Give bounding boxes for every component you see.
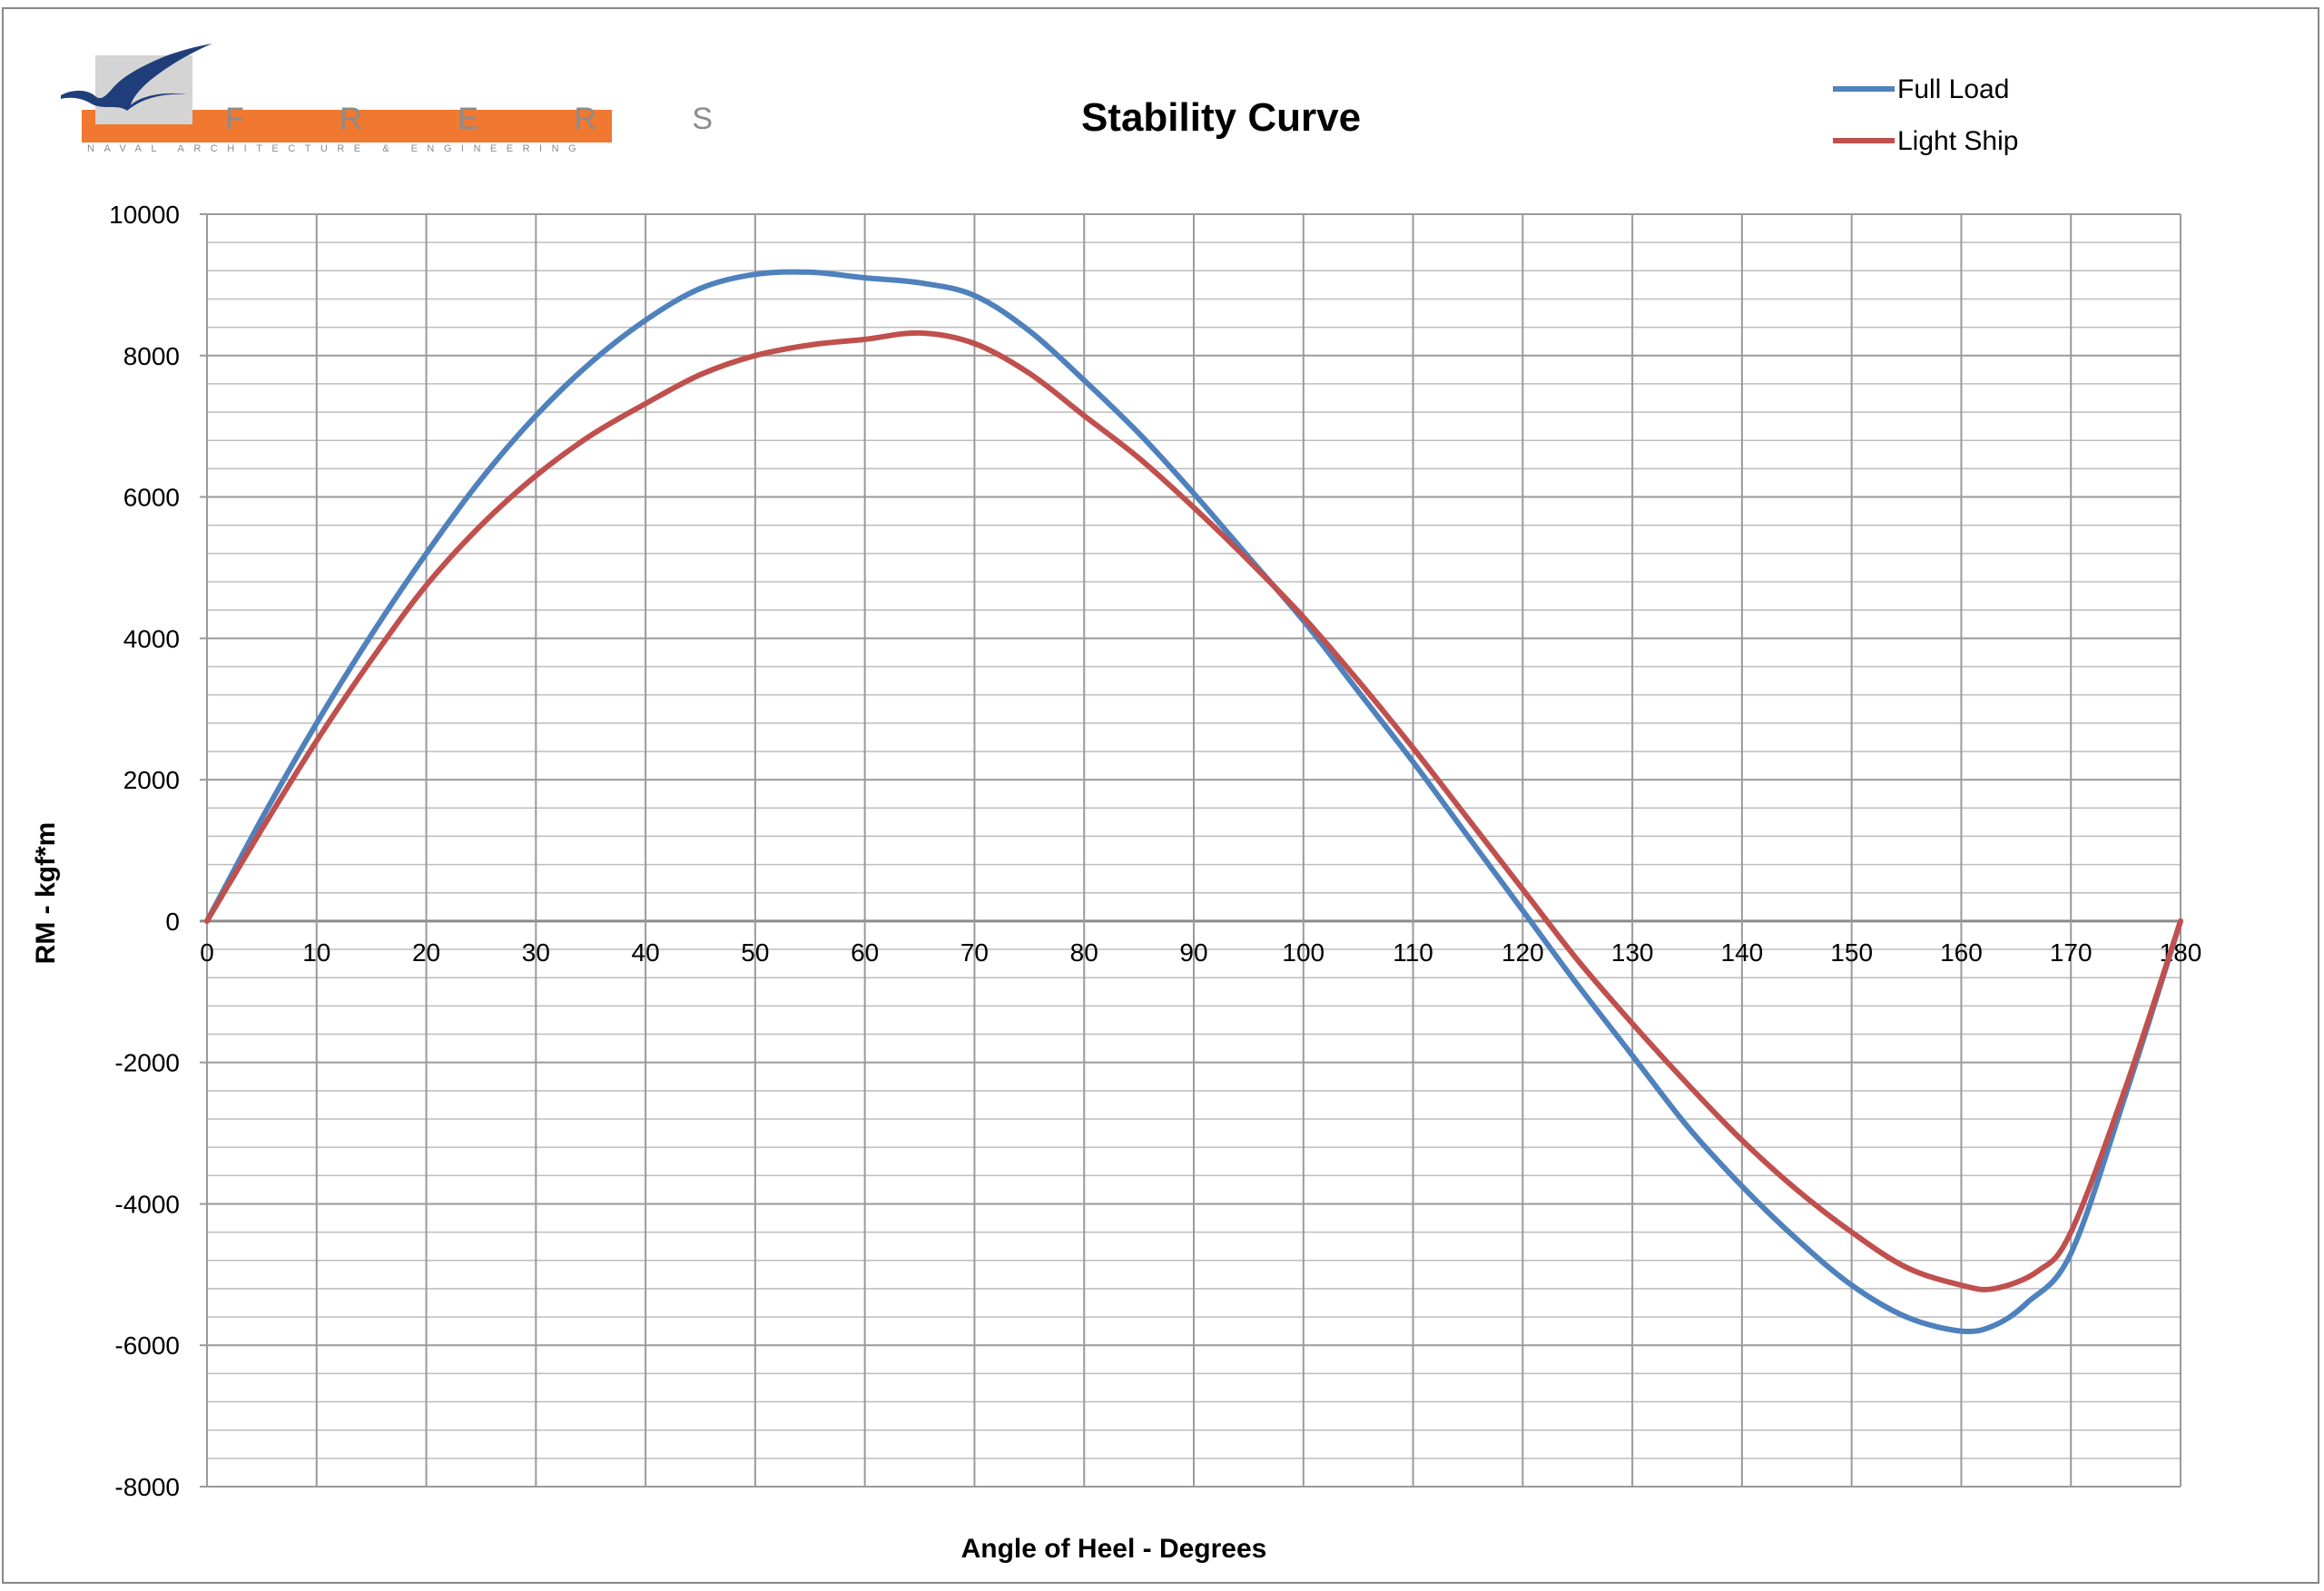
y-tick-label: -8000 <box>114 1473 180 1501</box>
legend-label-full-load: Full Load <box>1897 74 2009 104</box>
y-tick-labels: 10000 8000 6000 4000 2000 0 -2000 -4000 -6000 -80… <box>109 201 180 1501</box>
y-tick-label: 0 <box>165 908 180 936</box>
chart-title: Stability Curve <box>1081 95 1361 140</box>
x-tick-label: 110 <box>1393 938 1433 967</box>
x-tick-label: 130 <box>1611 938 1654 967</box>
series-lines <box>204 269 2183 1335</box>
x-tick-label: 70 <box>960 938 989 967</box>
y-axis-title: RM - kgf*m <box>31 822 61 965</box>
x-tick-label: 140 <box>1721 938 1764 967</box>
x-tick-label: 40 <box>632 938 660 967</box>
y-tick-label: -4000 <box>114 1190 180 1218</box>
series-line-light-ship <box>204 329 2183 1292</box>
legend-label-light-ship: Light Ship <box>1897 126 2018 156</box>
x-tick-label: 20 <box>412 938 440 967</box>
stability-chart: F R E R S NAVAL ARCHITECTURE & ENGINEERI… <box>31 44 2201 1564</box>
x-tick-label: 90 <box>1179 938 1207 967</box>
series-line-full-load <box>204 269 2183 1335</box>
y-tick-label: 6000 <box>123 484 180 512</box>
x-tick-label: 80 <box>1070 938 1098 967</box>
y-tick-label: -2000 <box>114 1049 180 1077</box>
x-tick-label: 120 <box>1502 938 1544 967</box>
x-tick-label: 160 <box>1940 938 1983 967</box>
y-tick-label: 2000 <box>123 766 180 794</box>
chart-frame: F R E R S NAVAL ARCHITECTURE & ENGINEERI… <box>2 7 2319 1584</box>
y-tick-label: 8000 <box>123 342 180 370</box>
x-tick-label: 50 <box>741 938 769 967</box>
logo-grey-box <box>95 55 192 124</box>
x-tick-label: 100 <box>1282 938 1324 967</box>
x-tick-labels: 0 10 20 30 40 50 60 70 80 90 100 110 120 130 140 150 160… <box>200 938 2201 967</box>
x-tick-label: 150 <box>1830 938 1873 967</box>
logo-wave-icon <box>61 44 212 111</box>
x-tick-label: 0 <box>200 938 214 967</box>
logo-tagline: NAVAL ARCHITECTURE & ENGINEERING <box>87 143 586 154</box>
logo-letters: F R E R S <box>225 102 756 136</box>
frers-logo: F R E R S NAVAL ARCHITECTURE & ENGINEERI… <box>61 44 756 154</box>
x-tick-label: 170 <box>2050 938 2093 967</box>
x-tick-label: 30 <box>522 938 550 967</box>
legend: Full Load Light Ship <box>1833 74 2018 156</box>
grid-major <box>200 213 2181 1488</box>
x-tick-label: 10 <box>302 938 330 967</box>
y-tick-label: 10000 <box>109 201 180 229</box>
x-axis-title: Angle of Heel - Degrees <box>961 1534 1267 1564</box>
y-tick-label: -6000 <box>114 1331 180 1360</box>
y-tick-label: 4000 <box>123 624 180 653</box>
x-tick-label: 60 <box>851 938 879 967</box>
